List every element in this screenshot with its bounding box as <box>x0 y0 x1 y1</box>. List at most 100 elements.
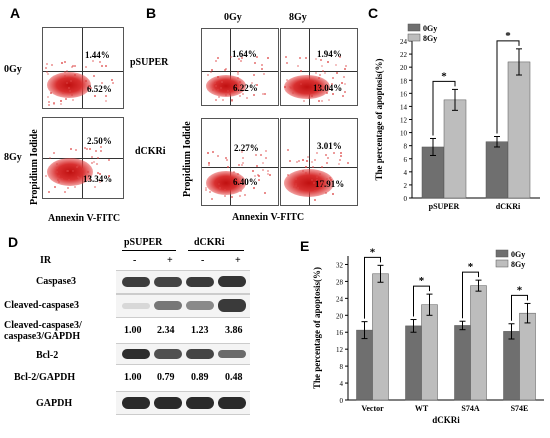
panel-b-lower-pct-1: 13.04% <box>313 83 343 93</box>
panel-d-group-underline-dckri <box>188 250 244 251</box>
bar <box>421 304 438 401</box>
bar <box>485 141 509 199</box>
legend-label: 0Gy <box>511 250 525 259</box>
y-tick-label: 32 <box>336 261 344 269</box>
y-tick-label: 12 <box>400 117 408 125</box>
category-label: dCKRi <box>496 202 521 211</box>
significance-star: * <box>441 70 447 82</box>
bar <box>519 312 536 401</box>
x-axis-label: dCKRi <box>432 415 460 425</box>
panel-d-cleaved-ratio-1: 2.34 <box>157 325 175 336</box>
category-label: S74A <box>461 404 479 413</box>
y-tick-label: 8 <box>340 363 344 371</box>
panel-b-upper-pct-0: 1.64% <box>232 49 257 59</box>
y-tick-label: 0 <box>404 195 408 203</box>
panel-d-row-label-bcl2-ratio: Bcl-2/GAPDH <box>14 372 76 383</box>
y-tick-label: 20 <box>336 312 344 320</box>
legend-swatch <box>495 249 509 258</box>
panel-a-upper-pct-1: 2.50% <box>87 136 112 146</box>
blot-cleaved-caspase3 <box>116 294 250 318</box>
legend-swatch <box>495 259 509 268</box>
panel-d-ir-mark-1: + <box>167 255 173 266</box>
panel-b-letter: B <box>146 5 157 21</box>
panel-d-row-label-gapdh: GAPDH <box>36 398 73 409</box>
blot-caspase3 <box>116 270 250 294</box>
y-axis-label: The percentage of apoptosis(%) <box>374 58 384 180</box>
y-tick-label: 28 <box>336 278 344 286</box>
significance-star: * <box>370 246 376 258</box>
y-tick-label: 18 <box>400 77 408 85</box>
category-label: WT <box>415 404 429 413</box>
panel-d-ir-label: IR <box>40 255 52 266</box>
panel-b-lower-pct-2: 6.40% <box>233 177 258 187</box>
panel-d-row-label-cleaved-ratio: Cleaved-caspase3/ caspase3/GAPDH <box>4 320 82 342</box>
blot-gapdh <box>116 391 250 415</box>
panel-d-row-label-bcl2: Bcl-2 <box>36 350 59 361</box>
y-tick-label: 16 <box>400 90 408 98</box>
panel-a-x-axis-label: Annexin V-FITC <box>48 213 121 224</box>
blot-bcl2 <box>116 343 250 365</box>
panel-b-y-axis-label: Propidium Iodide <box>182 121 193 197</box>
y-tick-label: 4 <box>340 380 344 388</box>
panel-b-upper-pct-3: 3.01% <box>317 141 342 151</box>
significance-bracket <box>413 285 430 317</box>
panel-a-letter: A <box>10 5 21 21</box>
panel-d-ir-mark-3: + <box>235 255 241 266</box>
significance-star: * <box>505 30 511 42</box>
significance-bracket <box>462 271 479 319</box>
panel-a-lower-pct-1: 13.34% <box>83 174 113 184</box>
y-tick-label: 24 <box>336 295 344 303</box>
panel-b-row-label-1: dCKRi <box>135 146 166 157</box>
panel-b-x-axis-label: Annexin V-FITC <box>232 212 305 223</box>
panel-d-ir-mark-2: - <box>201 255 205 266</box>
category-label: S74E <box>511 404 529 413</box>
panel-d-bcl2-ratio-0: 1.00 <box>124 372 142 383</box>
y-tick-label: 10 <box>400 130 408 138</box>
bar <box>454 325 471 401</box>
y-tick-label: 12 <box>336 346 344 354</box>
bar <box>503 331 520 401</box>
y-tick-label: 2 <box>404 182 408 190</box>
panel-d-cleaved-ratio-3: 3.86 <box>225 325 243 336</box>
panel-b-upper-pct-2: 2.27% <box>234 143 259 153</box>
significance-star: * <box>419 275 425 287</box>
panel-c-letter: C <box>368 5 379 21</box>
legend-swatch <box>407 23 421 32</box>
category-label: Vector <box>361 404 384 413</box>
panel-b-lower-pct-3: 17.91% <box>315 179 345 189</box>
bar <box>356 329 373 401</box>
category-label: pSUPER <box>429 202 460 211</box>
panel-b-col-label-0: 0Gy <box>224 12 242 23</box>
panel-b-facs-plot-psuper-0gy: 1.64% 6.22% <box>201 28 279 106</box>
bar <box>507 61 531 199</box>
bar <box>405 325 422 401</box>
panel-b-facs-plot-psuper-8gy: 1.94% 13.04% <box>280 28 358 106</box>
panel-a-row-label-1: 8Gy <box>4 152 22 163</box>
significance-bracket <box>496 40 520 134</box>
panel-a-upper-pct-0: 1.44% <box>85 50 110 60</box>
bar <box>470 285 487 401</box>
significance-bracket <box>432 80 456 136</box>
panel-a-facs-plot-8gy: 2.50% 13.34% <box>42 117 124 199</box>
panel-b-facs-plot-dckri-8gy: 3.01% 17.91% <box>280 118 358 206</box>
panel-a-facs-plot-0gy: 1.44% 6.52% <box>42 27 124 109</box>
y-axis-label: The percentage of apoptosis(%) <box>312 267 322 389</box>
y-tick-label: 6 <box>404 156 408 164</box>
panel-b-row-label-0: pSUPER <box>130 57 169 68</box>
legend-label: 0Gy <box>423 24 437 33</box>
panel-d-ir-mark-0: - <box>133 255 137 266</box>
y-tick-label: 8 <box>404 143 408 151</box>
panel-b-upper-pct-1: 1.94% <box>317 49 342 59</box>
panel-a-y-axis-label: Propidium Iodide <box>29 129 40 205</box>
panel-e-letter: E <box>300 238 310 254</box>
y-tick-label: 14 <box>400 103 408 111</box>
panel-b-col-label-1: 8Gy <box>289 12 307 23</box>
bar <box>443 99 467 199</box>
panel-a-lower-pct-0: 6.52% <box>87 84 112 94</box>
significance-bracket <box>364 256 381 319</box>
y-tick-label: 4 <box>404 169 408 177</box>
y-tick-label: 24 <box>400 38 408 46</box>
legend-swatch <box>407 33 421 42</box>
bar <box>372 273 389 401</box>
